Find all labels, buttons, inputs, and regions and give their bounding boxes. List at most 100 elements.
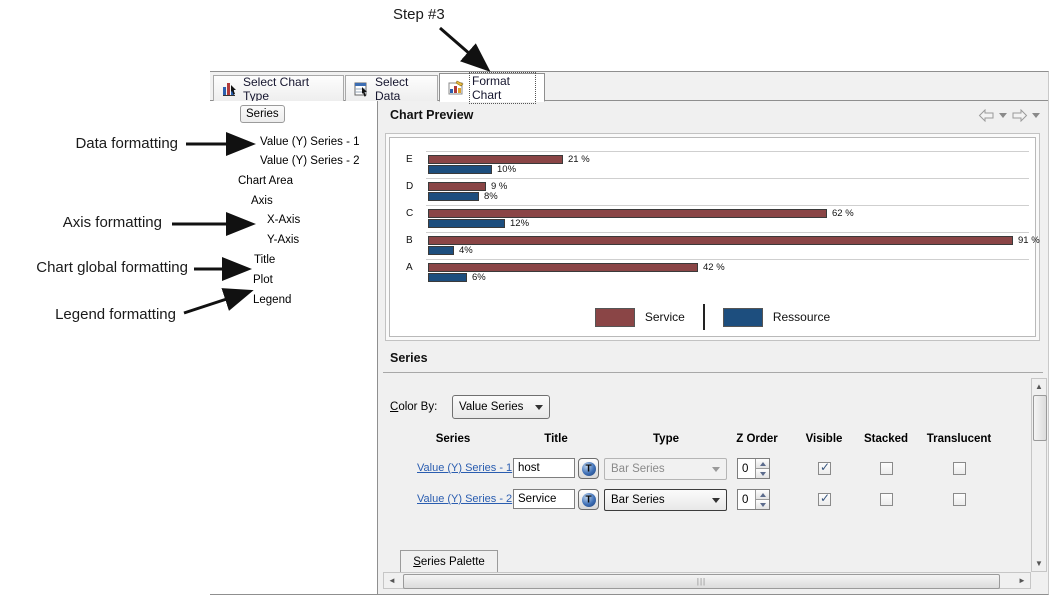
tab-select-data[interactable]: Select Data <box>345 74 438 103</box>
series-2-z-order-stepper[interactable]: 0 <box>737 489 770 510</box>
ressource-bar <box>428 272 467 282</box>
series-2-stacked-checkbox[interactable] <box>880 493 893 506</box>
tab-label: Select Data <box>375 74 409 103</box>
tab-select-chart-type[interactable]: Select Chart Type <box>213 74 344 103</box>
series-1-visible-checkbox[interactable] <box>818 460 831 475</box>
tree-item-legend[interactable]: Legend <box>253 294 292 306</box>
service-bar <box>428 262 698 272</box>
tab-format-chart[interactable]: Format Chart <box>439 71 545 104</box>
select-data-icon <box>354 81 370 97</box>
format-text-icon <box>581 492 596 507</box>
annotation-axis-formatting: Axis formatting <box>62 214 162 231</box>
series-2-visible-checkbox[interactable] <box>818 491 831 506</box>
tree-item-x-axis[interactable]: X-Axis <box>267 214 301 226</box>
bar-value-label: 10% <box>497 163 517 175</box>
chart-row-E: E 21 % 10% <box>390 151 1035 178</box>
gridline <box>426 151 1029 152</box>
col-header-type: Type <box>653 433 679 445</box>
series-1-stacked-checkbox[interactable] <box>880 462 893 475</box>
stepper-down-icon[interactable] <box>756 499 769 509</box>
stepper-down-icon[interactable] <box>756 468 769 478</box>
bar-value-label: 21 % <box>568 153 590 165</box>
bar-value-label: 91 % <box>1018 234 1040 246</box>
series-2-format-text-button[interactable] <box>578 489 599 510</box>
chart-wizard-window: Select Chart Type Select Data Format Cha… <box>210 71 1049 595</box>
ressource-legend-label: Ressource <box>772 310 831 324</box>
tab-label: Format Chart <box>469 71 536 104</box>
tree-item-value-y-series-1[interactable]: Value (Y) Series - 1 <box>260 136 360 148</box>
series-1-link[interactable]: Value (Y) Series - 1 <box>417 462 513 474</box>
scroll-up-icon[interactable]: ▲ <box>1035 382 1043 391</box>
annotation-legend-formatting: Legend formatting <box>55 306 176 323</box>
bar-value-label: 6% <box>472 271 486 283</box>
preview-nav <box>978 109 1040 122</box>
forward-arrow-icon[interactable] <box>1011 109 1028 122</box>
series-2-link[interactable]: Value (Y) Series - 2 <box>417 493 513 505</box>
chart-row-B: B 91 % 4% <box>390 232 1040 259</box>
series-2-title-input[interactable] <box>513 489 575 509</box>
stepper-up-icon[interactable] <box>756 490 769 499</box>
tab-label: Select Chart Type <box>243 74 310 103</box>
series-1-format-text-button[interactable] <box>578 458 599 479</box>
chart-row-C: C 62 % 12% <box>390 205 1035 232</box>
legend-separator <box>702 304 705 330</box>
color-by-select[interactable]: Value Series <box>452 395 550 419</box>
tree-item-axis[interactable]: Axis <box>251 195 273 207</box>
service-legend-label: Service <box>644 310 685 324</box>
service-bar <box>428 208 827 218</box>
format-tree: Series Value (Y) Series - 1 Value (Y) Se… <box>210 101 378 594</box>
col-header-title: Title <box>544 433 568 445</box>
forward-dropdown-icon[interactable] <box>1032 113 1040 118</box>
category-label: B <box>406 235 413 246</box>
tree-item-series[interactable]: Series <box>240 105 285 123</box>
vertical-scroll-thumb[interactable] <box>1033 395 1047 441</box>
chart-row-A: A 42 % 6% <box>390 259 1035 286</box>
tree-item-title[interactable]: Title <box>254 254 276 266</box>
back-dropdown-icon[interactable] <box>999 113 1007 118</box>
series-1-title-input[interactable] <box>513 458 575 478</box>
horizontal-scroll-thumb[interactable]: ||| <box>403 574 1000 589</box>
format-chart-panel: Chart Preview E 21 % 10% D 9 % 8% <box>378 101 1048 594</box>
back-arrow-icon[interactable] <box>978 109 995 122</box>
category-label: A <box>406 262 413 273</box>
annotation-data-formatting: Data formatting <box>75 135 178 152</box>
col-header-series: Series <box>435 433 471 445</box>
bar-value-label: 9 % <box>491 180 508 192</box>
bar-chart: E 21 % 10% D 9 % 8% C 62 % 12% <box>389 137 1040 337</box>
category-label: C <box>406 208 414 219</box>
gridline <box>426 259 1029 260</box>
tree-item-chart-area[interactable]: Chart Area <box>238 175 293 187</box>
stepper-up-icon[interactable] <box>756 459 769 468</box>
series-2-translucent-checkbox[interactable] <box>953 493 966 506</box>
service-bar <box>428 154 563 164</box>
ressource-bar <box>428 218 505 228</box>
gridline <box>426 178 1029 179</box>
tree-item-value-y-series-2[interactable]: Value (Y) Series - 2 <box>260 155 360 167</box>
series-section-title: Series <box>390 351 428 365</box>
category-label: E <box>406 154 413 165</box>
horizontal-scrollbar[interactable]: ◄ ||| ► <box>383 572 1031 589</box>
series-1-z-order-stepper[interactable]: 0 <box>737 458 770 479</box>
series-2-type-select[interactable]: Bar Series <box>604 489 727 511</box>
col-header-translucent: Translucent <box>926 433 992 445</box>
col-header-z-order: Z Order <box>736 433 778 445</box>
gridline <box>426 205 1029 206</box>
series-1-type-select: Bar Series <box>604 458 727 480</box>
series-1-translucent-checkbox[interactable] <box>953 462 966 475</box>
ressource-bar <box>428 245 454 255</box>
tree-item-plot[interactable]: Plot <box>253 274 273 286</box>
scroll-down-icon[interactable]: ▼ <box>1035 559 1043 568</box>
format-text-icon <box>581 461 596 476</box>
chart-preview-title: Chart Preview <box>390 108 474 122</box>
scroll-left-icon[interactable]: ◄ <box>388 576 396 585</box>
scroll-right-icon[interactable]: ► <box>1018 576 1026 585</box>
chevron-down-icon <box>712 497 720 503</box>
vertical-scrollbar[interactable]: ▲ ▼ <box>1031 378 1047 572</box>
tree-item-y-axis[interactable]: Y-Axis <box>267 234 300 246</box>
gridline <box>426 232 1029 233</box>
chart-preview-frame: E 21 % 10% D 9 % 8% C 62 % 12% <box>385 133 1040 341</box>
ressource-bar <box>428 191 479 201</box>
chart-legend: Service Ressource <box>390 304 1035 330</box>
series-palette-tab[interactable]: Series Palette <box>400 550 498 572</box>
bar-value-label: 8% <box>484 190 498 202</box>
